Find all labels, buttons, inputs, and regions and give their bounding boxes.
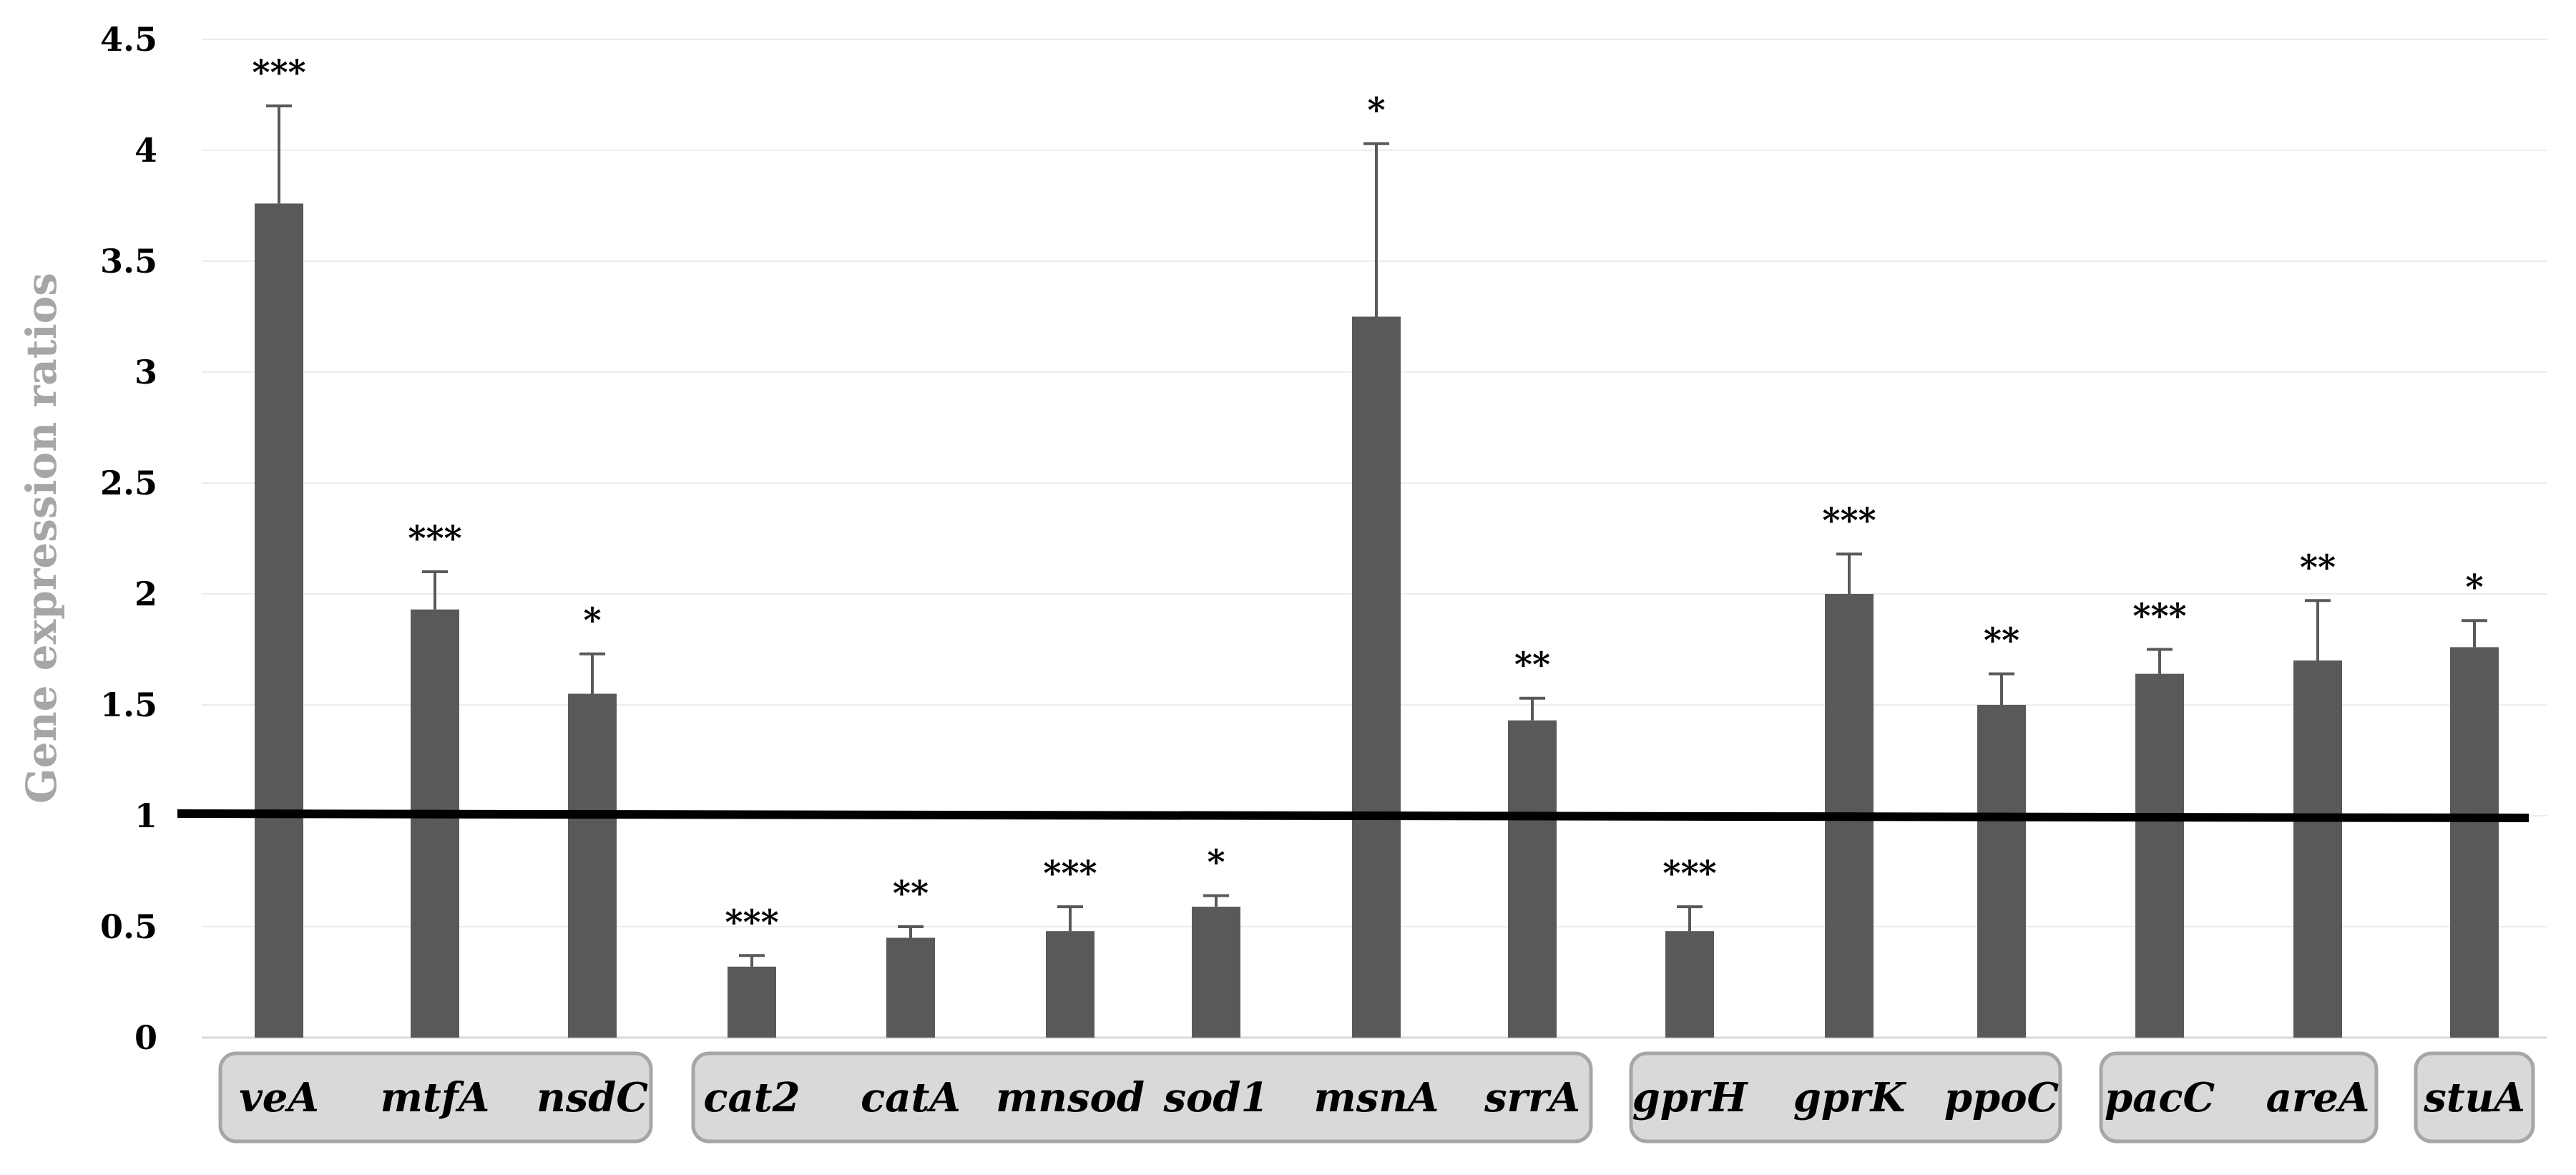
y-tick-label: 2 (134, 575, 157, 613)
significance-label: *** (408, 519, 461, 559)
y-tick-label: 2.5 (100, 464, 157, 502)
x-tick-label: nsdC (537, 1074, 648, 1121)
x-tick-label: catA (861, 1074, 961, 1121)
reference-line (177, 809, 2530, 822)
x-tick-label: veA (239, 1074, 319, 1121)
y-tick-label: 3 (134, 353, 157, 391)
significance-label: * (1367, 91, 1385, 131)
bar (1977, 705, 2026, 1038)
significance-label: *** (725, 902, 778, 942)
category-group-box (218, 1051, 653, 1144)
category-group-box (691, 1051, 1593, 1144)
category-group-boxes (218, 1051, 2535, 1144)
bar (1665, 931, 1714, 1038)
bar (568, 693, 617, 1038)
y-tick-label: 4.5 (100, 20, 157, 59)
significance-label: ** (2300, 547, 2336, 588)
x-tick-label: srrA (1484, 1074, 1580, 1121)
y-tick-label: 0.5 (100, 907, 157, 946)
bar (1046, 931, 1094, 1038)
category-group-box (1629, 1051, 2062, 1144)
category-group-box (2414, 1051, 2535, 1144)
category-group-box (2099, 1051, 2379, 1144)
bar (2450, 647, 2499, 1038)
x-tick-label: gprH (1632, 1074, 1749, 1121)
bar (1508, 720, 1557, 1038)
x-tick-label: ppoC (1944, 1074, 2060, 1121)
significance-label: ** (893, 874, 929, 914)
bar (1192, 907, 1240, 1038)
significance-label: *** (2132, 597, 2186, 637)
y-axis-label: Gene expression ratios (17, 273, 66, 804)
x-tick-label: gprK (1793, 1074, 1907, 1121)
reference-line-group (177, 809, 2530, 822)
bar (2135, 673, 2184, 1038)
y-tick-label: 3.5 (100, 242, 157, 281)
y-tick-label: 1.5 (100, 686, 157, 724)
bar (411, 609, 459, 1038)
x-tick-label: mtfA (381, 1074, 490, 1121)
significance-label: *** (1662, 854, 1716, 894)
significance-label: * (2465, 567, 2483, 608)
x-tick-label: sod1 (1163, 1074, 1269, 1121)
x-tick-label: cat2 (703, 1074, 800, 1121)
significance-label: *** (252, 53, 305, 93)
x-tick-label: stuA (2423, 1074, 2525, 1121)
y-tick-label: 4 (134, 131, 157, 170)
x-tick-label: mnsod (996, 1074, 1145, 1121)
bar (255, 203, 303, 1038)
x-tick-label: msnA (1314, 1074, 1439, 1121)
bars (255, 203, 2499, 1038)
bar (728, 966, 776, 1038)
x-tick-label: areA (2266, 1074, 2370, 1121)
significance-label: ** (1984, 621, 2019, 661)
bar (886, 937, 935, 1038)
y-tick-label: 1 (134, 796, 157, 835)
x-tick-label: pacC (2105, 1074, 2215, 1121)
bar (2293, 660, 2342, 1038)
bar (1352, 316, 1401, 1038)
significance-label: ** (1514, 645, 1550, 686)
significance-label: *** (1822, 501, 1876, 541)
labels: 00.511.522.533.544.5***veA***mtfA*nsdC**… (100, 20, 2525, 1121)
error-bars (266, 104, 2487, 967)
y-tick-label: 0 (134, 1018, 157, 1057)
significance-label: *** (1043, 854, 1097, 894)
significance-label: * (1207, 843, 1225, 883)
significance-label: * (583, 601, 601, 641)
